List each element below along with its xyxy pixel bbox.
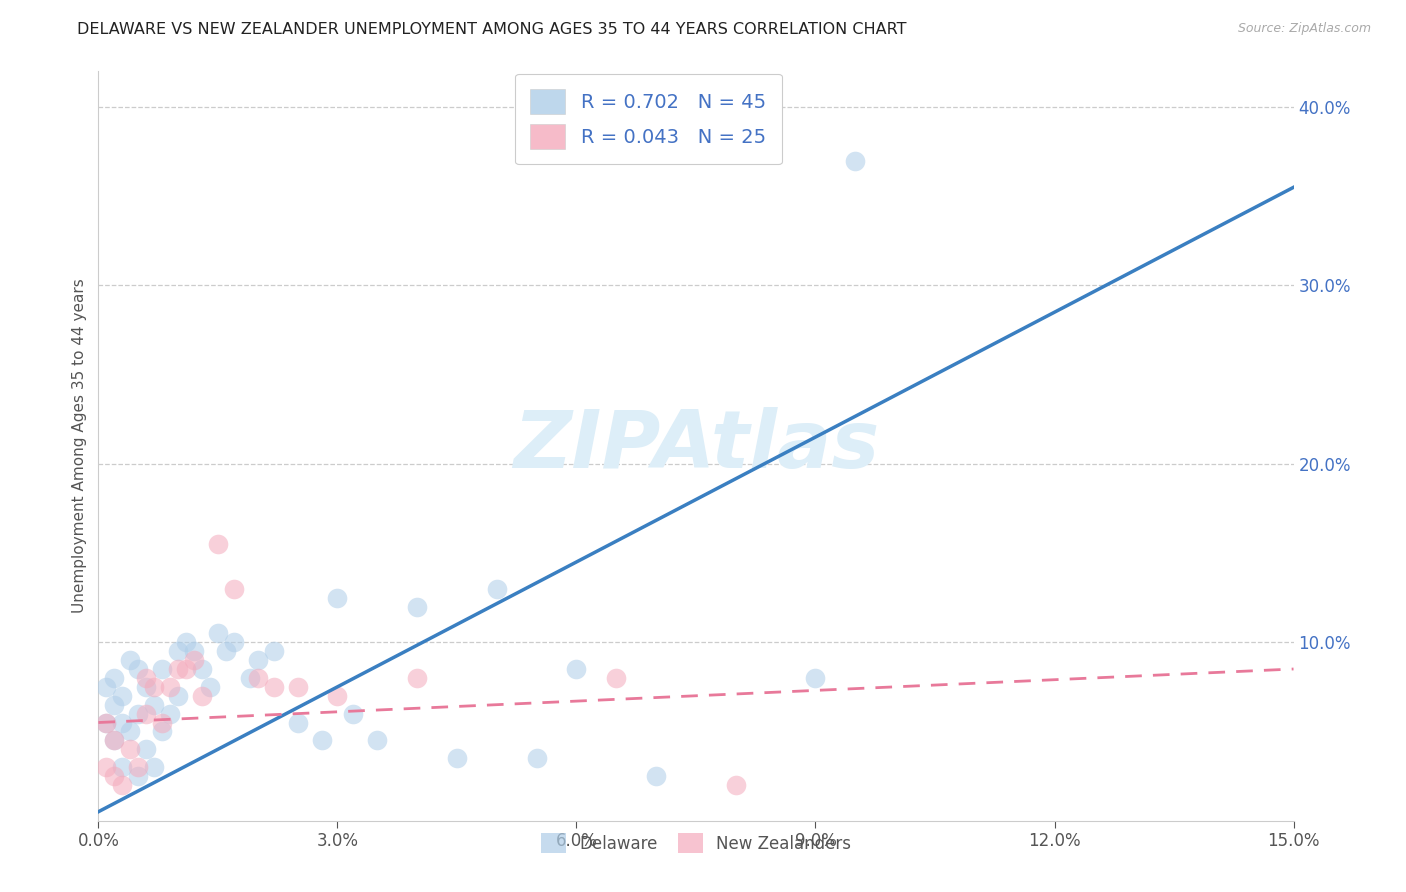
Point bbox=[96, 715, 118, 730]
Point bbox=[366, 733, 388, 747]
Point bbox=[96, 760, 118, 774]
Point bbox=[150, 715, 173, 730]
Point bbox=[127, 662, 149, 676]
Point bbox=[844, 153, 866, 168]
Point bbox=[103, 733, 125, 747]
Point bbox=[263, 680, 285, 694]
Point bbox=[526, 751, 548, 765]
Point bbox=[605, 671, 627, 685]
Point bbox=[167, 644, 190, 658]
Point bbox=[111, 689, 134, 703]
Point bbox=[222, 635, 245, 649]
Point bbox=[111, 760, 134, 774]
Text: Source: ZipAtlas.com: Source: ZipAtlas.com bbox=[1237, 22, 1371, 36]
Point bbox=[174, 635, 197, 649]
Point bbox=[103, 733, 125, 747]
Point bbox=[127, 706, 149, 721]
Point bbox=[724, 778, 747, 792]
Point bbox=[159, 706, 181, 721]
Point bbox=[406, 671, 429, 685]
Point bbox=[183, 644, 205, 658]
Point bbox=[120, 742, 142, 756]
Point bbox=[103, 671, 125, 685]
Point bbox=[174, 662, 197, 676]
Point bbox=[287, 680, 309, 694]
Point bbox=[246, 671, 269, 685]
Point bbox=[135, 742, 157, 756]
Point bbox=[222, 582, 245, 596]
Point bbox=[96, 715, 118, 730]
Point bbox=[150, 724, 173, 739]
Point bbox=[143, 698, 166, 712]
Point bbox=[239, 671, 262, 685]
Point bbox=[127, 769, 149, 783]
Point bbox=[804, 671, 827, 685]
Point bbox=[326, 689, 349, 703]
Point bbox=[311, 733, 333, 747]
Point bbox=[143, 680, 166, 694]
Point bbox=[103, 769, 125, 783]
Point bbox=[207, 626, 229, 640]
Point bbox=[111, 715, 134, 730]
Point bbox=[215, 644, 238, 658]
Point bbox=[96, 680, 118, 694]
Point bbox=[342, 706, 364, 721]
Point bbox=[135, 680, 157, 694]
Point bbox=[120, 653, 142, 667]
Point bbox=[246, 653, 269, 667]
Text: DELAWARE VS NEW ZEALANDER UNEMPLOYMENT AMONG AGES 35 TO 44 YEARS CORRELATION CHA: DELAWARE VS NEW ZEALANDER UNEMPLOYMENT A… bbox=[77, 22, 907, 37]
Point bbox=[485, 582, 508, 596]
Point bbox=[103, 698, 125, 712]
Point bbox=[287, 715, 309, 730]
Point bbox=[167, 689, 190, 703]
Point bbox=[150, 662, 173, 676]
Point bbox=[127, 760, 149, 774]
Point bbox=[183, 653, 205, 667]
Point bbox=[111, 778, 134, 792]
Point bbox=[446, 751, 468, 765]
Point bbox=[207, 537, 229, 551]
Y-axis label: Unemployment Among Ages 35 to 44 years: Unemployment Among Ages 35 to 44 years bbox=[72, 278, 87, 614]
Point bbox=[565, 662, 588, 676]
Point bbox=[191, 689, 214, 703]
Point bbox=[135, 671, 157, 685]
Point bbox=[406, 599, 429, 614]
Point bbox=[167, 662, 190, 676]
Point bbox=[120, 724, 142, 739]
Text: ZIPAtlas: ZIPAtlas bbox=[513, 407, 879, 485]
Point bbox=[198, 680, 221, 694]
Point bbox=[645, 769, 668, 783]
Point bbox=[159, 680, 181, 694]
Point bbox=[326, 591, 349, 605]
Point bbox=[191, 662, 214, 676]
Point bbox=[143, 760, 166, 774]
Point bbox=[135, 706, 157, 721]
Point bbox=[263, 644, 285, 658]
Legend: Delaware, New Zealanders: Delaware, New Zealanders bbox=[533, 825, 859, 861]
